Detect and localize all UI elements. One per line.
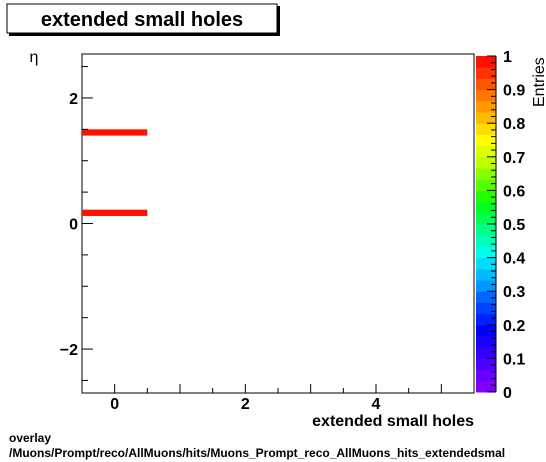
footer-line-1: overlay — [9, 431, 52, 445]
colorbar-segment — [476, 235, 496, 247]
colorbar-segment — [476, 201, 496, 214]
colorbar-segment — [476, 112, 496, 124]
colorbar-segment — [476, 67, 496, 79]
colorbar-segment — [476, 224, 496, 236]
colorbar-tick-label: 0.3 — [503, 284, 525, 301]
colorbar-segment — [476, 313, 496, 326]
colorbar-segment — [476, 369, 496, 382]
colorbar-tick-label: 0.5 — [503, 217, 525, 234]
colorbar-segment — [476, 156, 496, 169]
y-tick-label: 0 — [69, 217, 78, 234]
x-tick-label: 2 — [241, 396, 250, 413]
colorbar-tick-label: 0.8 — [503, 116, 525, 133]
y-axis-label: η — [30, 49, 39, 66]
colorbar-tick-label: 1 — [503, 49, 512, 66]
colorbar-segment — [476, 291, 496, 303]
colorbar-segment — [476, 100, 496, 113]
heatmap-cell — [82, 209, 148, 216]
chart-title: extended small holes — [41, 9, 243, 31]
colorbar-segment — [476, 246, 496, 259]
colorbar-segment — [476, 168, 496, 180]
plot-frame — [81, 53, 475, 394]
colorbar-segment — [476, 358, 496, 371]
colorbar-segment — [476, 145, 496, 158]
title-box: extended small holes — [6, 3, 280, 36]
colorbar-segment — [476, 280, 496, 292]
x-axis: 0 2 4 — [81, 384, 475, 413]
colorbar-segment — [476, 336, 496, 348]
colorbar-tick-label: 0.9 — [503, 83, 525, 100]
colorbar-segment — [476, 268, 496, 281]
colorbar-segment — [476, 179, 496, 191]
x-tick-label: 0 — [110, 396, 119, 413]
colorbar-segment — [476, 380, 496, 393]
colorbar-segment — [476, 89, 496, 102]
colorbar-segment — [476, 257, 496, 270]
colorbar-segment — [476, 302, 496, 315]
colorbar-segment — [476, 190, 496, 203]
colorbar-segment — [476, 212, 496, 225]
colorbar-segment — [476, 347, 496, 359]
colorbar-segment — [476, 56, 496, 68]
colorbar-label: Entries — [531, 57, 546, 107]
colorbar-segment — [476, 324, 496, 337]
footer-line-2: /Muons/Prompt/reco/AllMuons/hits/Muons_P… — [9, 446, 506, 460]
colorbar-tick-label: 0.4 — [503, 251, 525, 268]
colorbar-tick-label: 0.7 — [503, 150, 525, 167]
colorbar-tick-label: 0.1 — [503, 351, 525, 368]
heatmap-cells — [82, 129, 148, 216]
colorbar-tick-label: 0 — [503, 385, 512, 402]
y-tick-label: −2 — [60, 342, 78, 359]
x-tick-label: 4 — [372, 396, 381, 413]
y-tick-label: 2 — [69, 91, 78, 108]
heatmap-cell — [82, 129, 148, 136]
y-axis: −2 0 2 — [60, 66, 93, 381]
colorbar-tick-label: 0.6 — [503, 183, 525, 200]
colorbar-segment — [476, 123, 496, 135]
colorbar: 0 0.1 0.2 0.3 0.4 0.5 0.6 0.7 0.8 0.9 1 — [476, 49, 525, 402]
colorbar-tick-label: 0.2 — [503, 318, 525, 335]
colorbar-segment — [476, 78, 496, 91]
colorbar-segment — [476, 134, 496, 147]
x-axis-label: extended small holes — [312, 413, 474, 430]
